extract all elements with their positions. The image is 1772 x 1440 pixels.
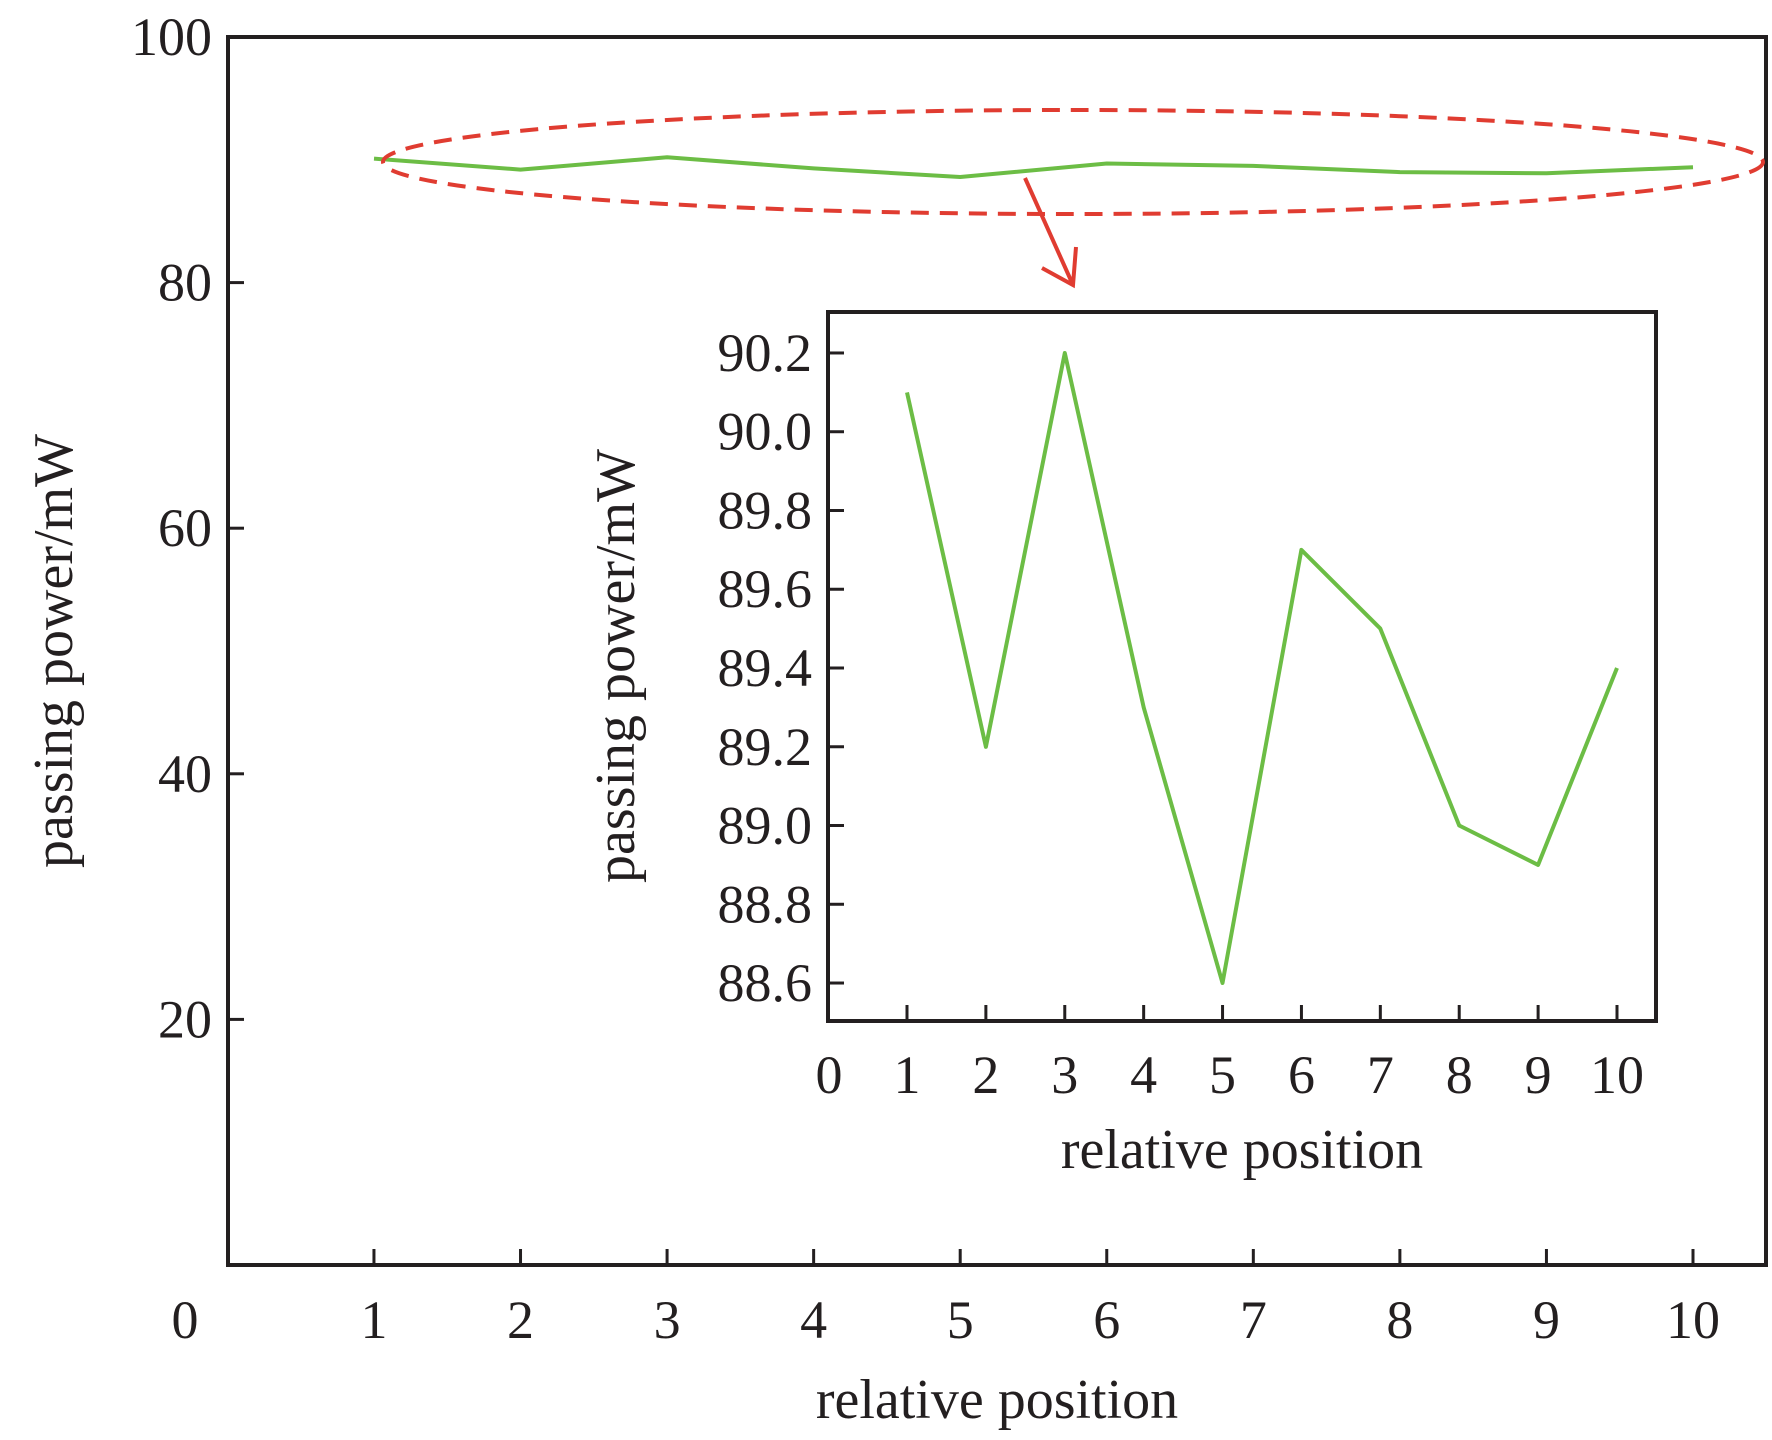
- inset-x-tick-label: 7: [1367, 1045, 1394, 1105]
- inset-x-tick-label: 5: [1209, 1045, 1236, 1105]
- main-x-tick-label: 8: [1386, 1290, 1413, 1350]
- main-x-tick-label: 4: [800, 1290, 827, 1350]
- main-x-tick-label: 7: [1240, 1290, 1267, 1350]
- inset-x-tick-label: 6: [1288, 1045, 1315, 1105]
- main-x-ticks: 0 1 2 3 4 5 6 7 8 9 10: [172, 1249, 1720, 1350]
- zoom-annotation: [381, 108, 1765, 289]
- inset-y-tick-label: 88.8: [718, 874, 813, 934]
- main-x-tick-label: 1: [360, 1290, 387, 1350]
- main-x-axis-title: relative position: [816, 1369, 1178, 1431]
- inset-x-tick-label: 9: [1525, 1045, 1552, 1105]
- inset-x-tick-label: 4: [1130, 1045, 1157, 1105]
- inset-y-tick-label: 89.2: [718, 717, 813, 777]
- inset-x-tick-label: 0: [816, 1045, 843, 1105]
- main-x-tick-label: 3: [654, 1290, 681, 1350]
- inset-y-tick-label: 89.4: [718, 638, 813, 698]
- zoom-arrow-head: [1041, 246, 1078, 289]
- main-x-tick-label: 9: [1533, 1290, 1560, 1350]
- inset-y-tick-label: 90.2: [718, 323, 813, 383]
- inset-x-ticks: 0 1 2 3 4 5 6 7 8 9 10: [816, 1005, 1644, 1105]
- main-plot-frame: [226, 35, 1768, 1267]
- main-y-tick-label: 100: [131, 7, 212, 67]
- inset-x-tick-label: 2: [972, 1045, 999, 1105]
- inset-y-tick-label: 90.0: [718, 402, 813, 462]
- main-y-ticks: 20 40 60 80 100: [131, 7, 244, 1049]
- main-x-tick-label: 6: [1093, 1290, 1120, 1350]
- zoom-ellipse: [381, 108, 1765, 216]
- main-y-tick-label: 40: [158, 744, 212, 804]
- main-x-tick-label: 0: [172, 1290, 199, 1350]
- main-series-line: [373, 155, 1694, 179]
- main-y-axis-title: passing power/mW: [23, 434, 85, 868]
- inset-x-tick-label: 10: [1590, 1045, 1644, 1105]
- inset-y-axis-title: passing power/mW: [585, 449, 647, 883]
- inset-x-tick-label: 8: [1446, 1045, 1473, 1105]
- main-y-tick-label: 60: [158, 498, 212, 558]
- inset-y-tick-label: 89.6: [718, 559, 813, 619]
- main-y-tick-label: 20: [158, 989, 212, 1049]
- inset-x-axis-title: relative position: [1061, 1119, 1423, 1181]
- inset-x-tick-label: 1: [893, 1045, 920, 1105]
- main-x-tick-label: 10: [1666, 1290, 1720, 1350]
- inset-series-line: [905, 351, 1619, 985]
- inset-y-tick-label: 89.8: [718, 480, 813, 540]
- inset-y-tick-label: 89.0: [718, 796, 813, 856]
- inset-background: [828, 312, 1656, 1021]
- zoom-arrow-shaft: [1023, 177, 1075, 286]
- inset-y-ticks: 88.6 88.8 89.0 89.2 89.4 89.6 89.8 90.0 90.2: [718, 323, 844, 1013]
- main-y-tick-label: 80: [158, 253, 212, 313]
- inset-x-tick-label: 3: [1051, 1045, 1078, 1105]
- main-x-tick-label: 2: [507, 1290, 534, 1350]
- inset-y-tick-label: 88.6: [718, 953, 813, 1013]
- main-x-tick-label: 5: [947, 1290, 974, 1350]
